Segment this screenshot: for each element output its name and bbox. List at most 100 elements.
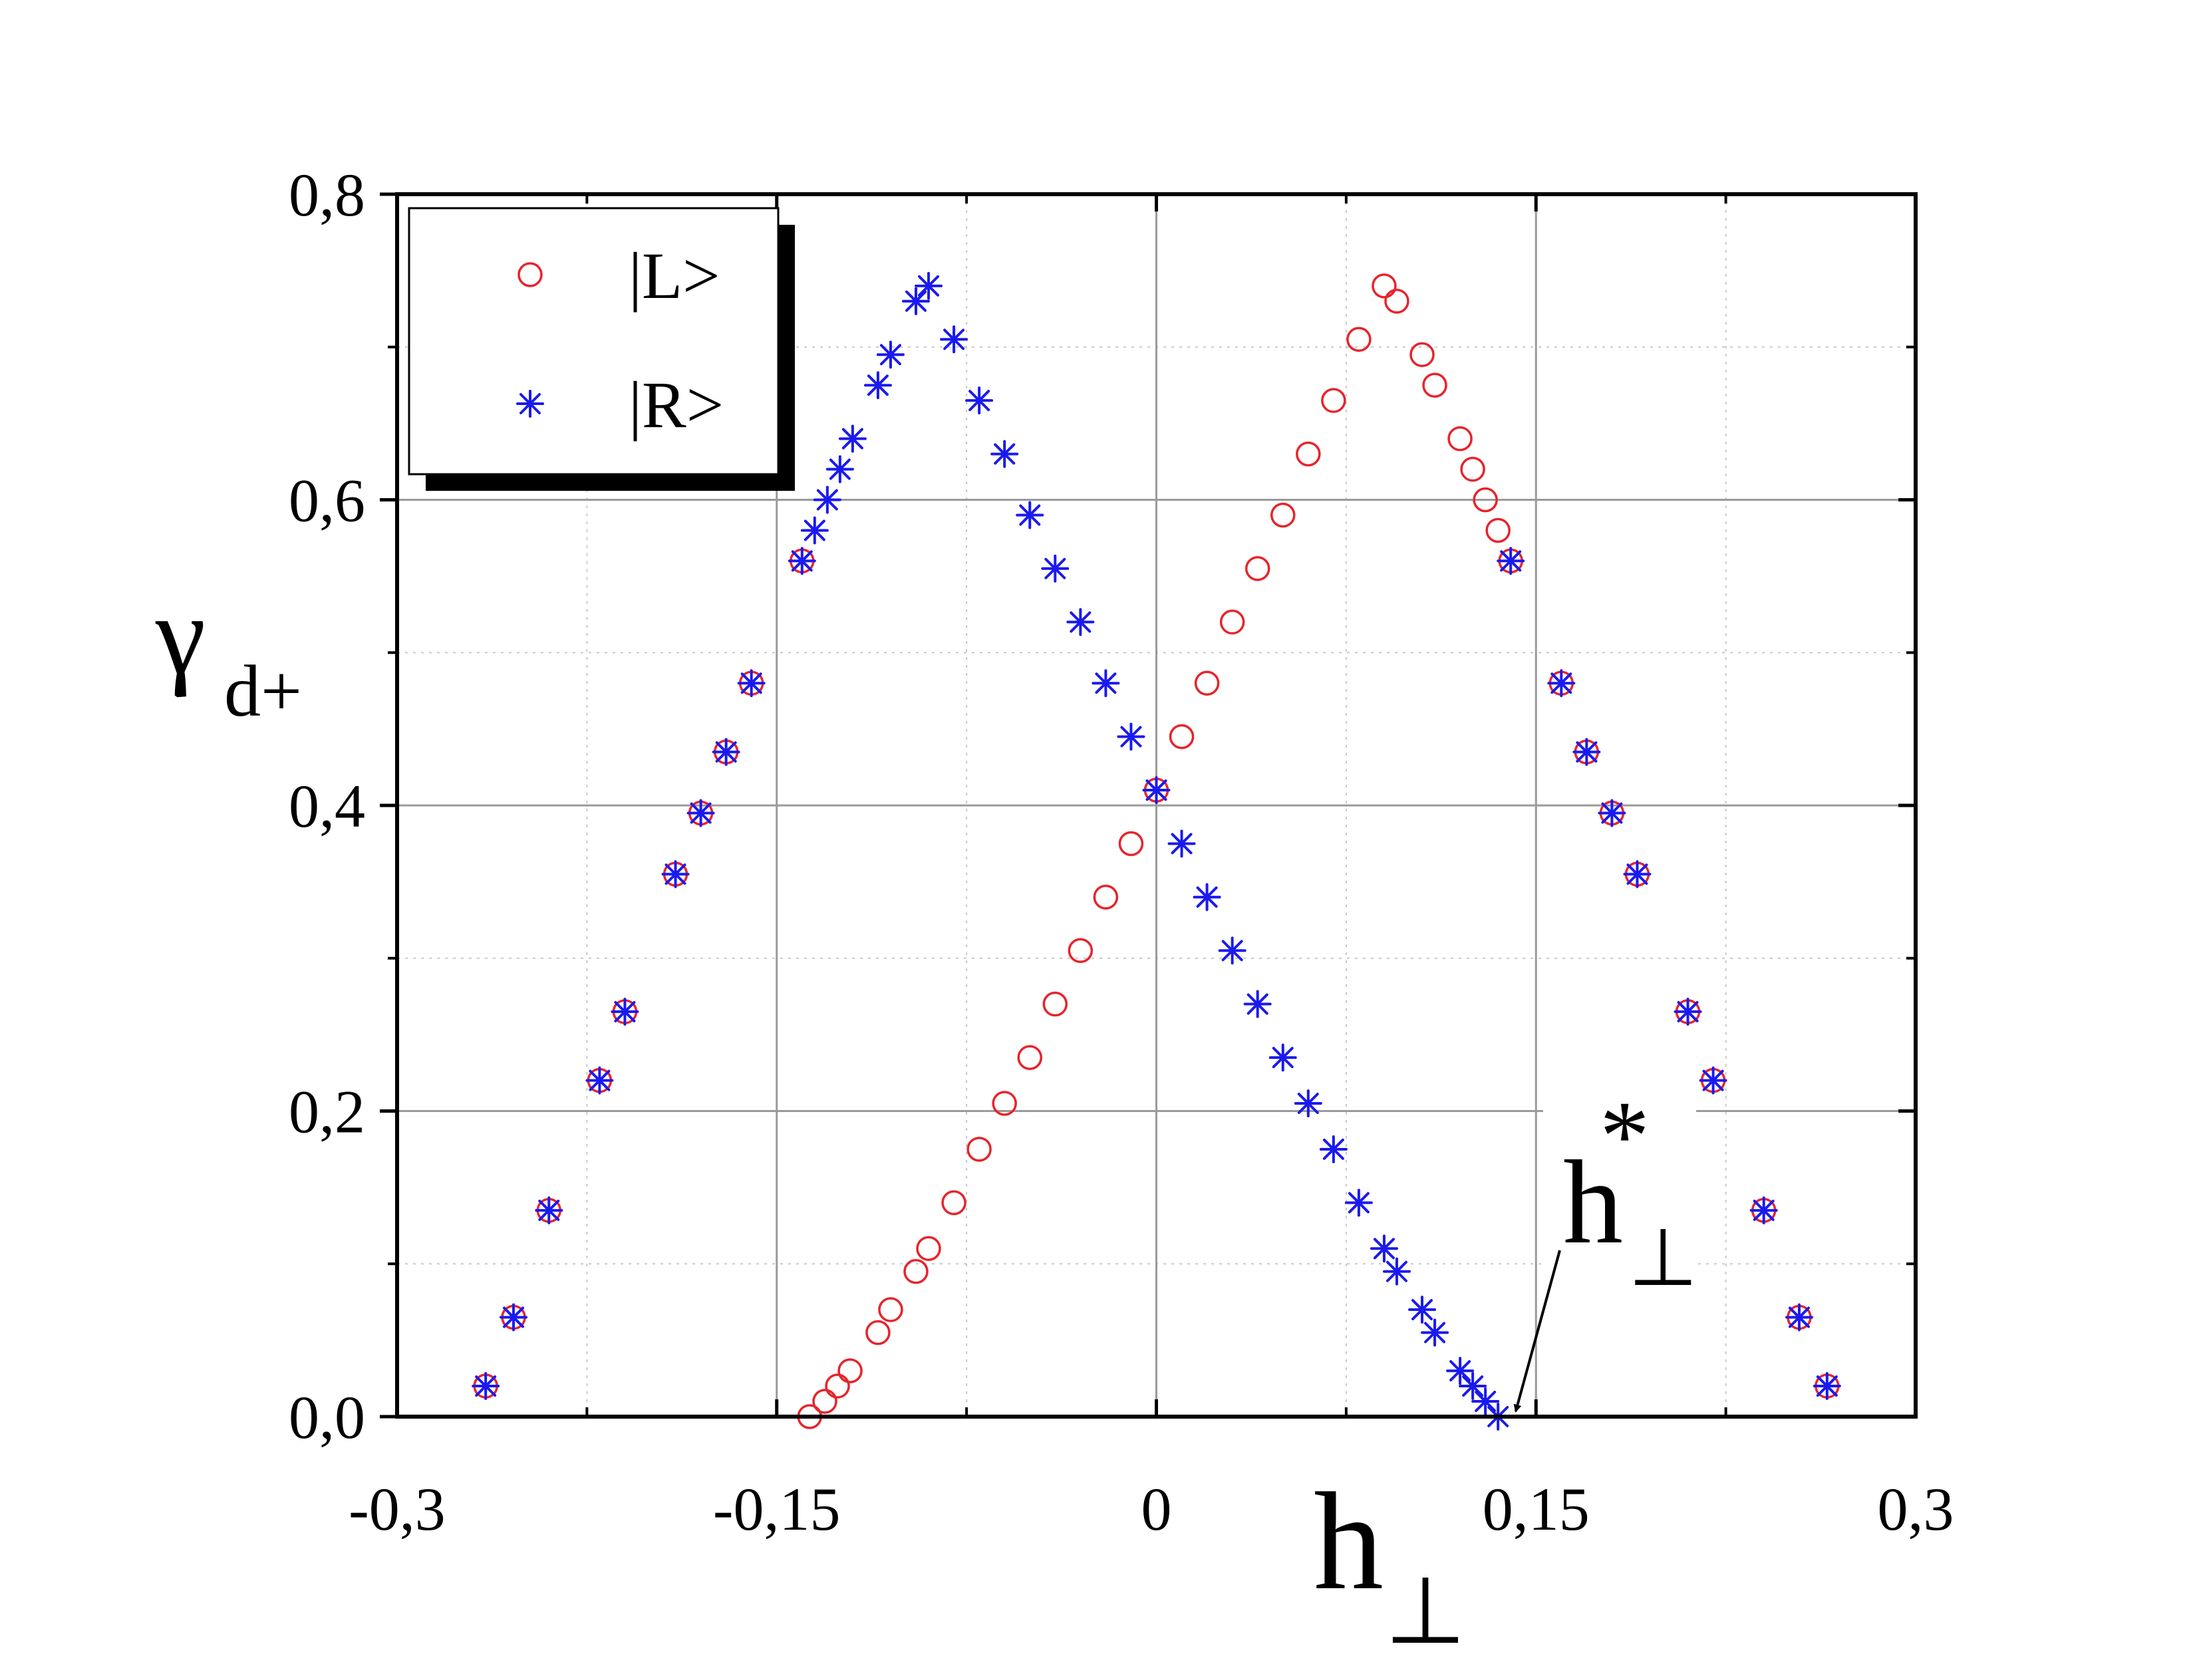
data-point-asterisk xyxy=(902,287,931,315)
data-point-circle xyxy=(1244,556,1270,581)
data-point-circle xyxy=(878,1297,903,1322)
data-point-circle xyxy=(916,1236,941,1262)
annotation-label: h xyxy=(1563,1136,1623,1268)
x-axis-label-subscript: ⊥ xyxy=(1385,1560,1466,1663)
data-point-asterisk xyxy=(500,1303,528,1331)
data-point-asterisk xyxy=(863,371,892,400)
data-point-asterisk xyxy=(1446,1357,1475,1385)
tick-labels: -0,3 -0,15 0 0,15 0,3 0,0 0,2 0,4 0,6 0,8 xyxy=(289,161,1954,1543)
data-point-asterisk xyxy=(1066,608,1095,636)
data-point-asterisk xyxy=(940,325,968,354)
data-point-asterisk xyxy=(1294,1089,1322,1118)
data-point-asterisk xyxy=(1785,1303,1813,1331)
data-point-asterisk xyxy=(686,799,715,827)
data-point-circle xyxy=(865,1320,891,1345)
data-point-asterisk xyxy=(1167,829,1196,858)
data-point-asterisk xyxy=(825,455,854,484)
data-point-circle xyxy=(1321,388,1346,413)
data-point-asterisk xyxy=(472,1372,500,1401)
legend-marker-circle xyxy=(517,262,543,287)
data-point-circle xyxy=(1447,426,1473,452)
data-point-asterisk xyxy=(1142,776,1171,805)
annotation-arrow xyxy=(1513,1250,1561,1413)
data-point-circle xyxy=(1042,991,1068,1017)
data-point-asterisk xyxy=(1813,1372,1841,1401)
data-point-asterisk xyxy=(712,738,740,766)
axis-ticks xyxy=(380,192,1918,1419)
x-axis-label: h xyxy=(1314,1465,1384,1619)
data-point-asterisk xyxy=(990,440,1019,468)
annotation-subscript: ⊥ xyxy=(1628,1214,1698,1302)
data-point-asterisk xyxy=(1268,1044,1297,1072)
annotation-superscript: * xyxy=(1600,1081,1650,1191)
data-point-asterisk xyxy=(1623,860,1652,889)
data-point-circle xyxy=(1270,502,1296,528)
x-tick-label: 0,15 xyxy=(1483,1475,1590,1543)
data-point-asterisk xyxy=(1471,1387,1500,1416)
data-point-asterisk xyxy=(1382,1257,1411,1286)
data-point-asterisk xyxy=(1699,1066,1727,1095)
data-point-asterisk xyxy=(965,386,994,415)
data-point-asterisk xyxy=(1497,547,1525,575)
data-point-asterisk xyxy=(1092,669,1120,698)
data-point-circle xyxy=(1422,372,1447,398)
data-point-circle xyxy=(1296,441,1321,467)
data-point-asterisk xyxy=(1598,799,1626,827)
data-point-asterisk xyxy=(737,669,766,698)
data-point-circle xyxy=(1384,289,1409,314)
y-axis-label: γ xyxy=(155,573,206,698)
y-tick-label: 0,8 xyxy=(289,161,365,229)
y-tick-label: 0,0 xyxy=(289,1383,365,1451)
data-point-circle xyxy=(812,1389,837,1414)
data-point-circle xyxy=(903,1258,929,1284)
legend-box xyxy=(408,207,780,476)
data-point-asterisk xyxy=(1218,936,1246,965)
y-tick-label: 0,4 xyxy=(289,772,365,840)
data-point-circle xyxy=(1093,885,1119,910)
data-point-circle xyxy=(1017,1045,1042,1070)
data-point-asterisk xyxy=(1041,554,1070,583)
data-point-circle xyxy=(825,1373,850,1399)
data-point-asterisk xyxy=(1572,738,1601,766)
data-point-asterisk xyxy=(535,1196,563,1224)
data-point-asterisk xyxy=(1674,998,1702,1026)
data-point-asterisk xyxy=(1243,990,1272,1018)
data-point-circle xyxy=(1194,670,1220,696)
data-point-circle xyxy=(1118,831,1144,857)
data-point-circle xyxy=(1219,609,1245,635)
data-point-asterisk xyxy=(1117,722,1145,751)
critical-field-annotation: h * ⊥ xyxy=(1513,1067,1698,1413)
legend-marker-asterisk xyxy=(516,390,544,418)
data-point-circle xyxy=(992,1091,1017,1116)
x-tick-label: 0 xyxy=(1141,1475,1172,1543)
data-point-asterisk xyxy=(1016,501,1044,529)
data-point-circle xyxy=(1372,273,1397,299)
data-point-circle xyxy=(1409,342,1435,367)
data-point-asterisk xyxy=(611,998,639,1026)
data-point-circle xyxy=(966,1137,992,1162)
data-point-asterisk xyxy=(876,341,905,369)
y-axis-label-subscript: d+ xyxy=(224,650,302,732)
series-layer xyxy=(472,271,1841,1431)
data-point-asterisk xyxy=(915,271,943,300)
data-point-circle xyxy=(1068,938,1094,964)
data-point-asterisk xyxy=(800,516,829,545)
data-point-circle xyxy=(1473,487,1498,513)
data-point-circle xyxy=(1346,327,1372,352)
x-tick-label: -0,15 xyxy=(713,1475,841,1543)
data-point-asterisk xyxy=(1749,1196,1778,1224)
data-point-circle xyxy=(837,1358,863,1383)
data-point-asterisk xyxy=(813,486,841,514)
data-point-asterisk xyxy=(1344,1189,1373,1217)
legend-label-R: |R> xyxy=(629,368,724,442)
data-point-asterisk xyxy=(1547,669,1576,698)
legend-label-L: |L> xyxy=(629,239,720,313)
data-point-circle xyxy=(941,1190,966,1216)
legend: |L> |R> xyxy=(408,207,795,491)
x-tick-label: 0,3 xyxy=(1878,1475,1954,1543)
data-point-asterisk xyxy=(1459,1372,1487,1401)
data-point-asterisk xyxy=(661,860,690,889)
data-point-asterisk xyxy=(1319,1135,1348,1163)
data-point-circle xyxy=(1460,456,1485,482)
